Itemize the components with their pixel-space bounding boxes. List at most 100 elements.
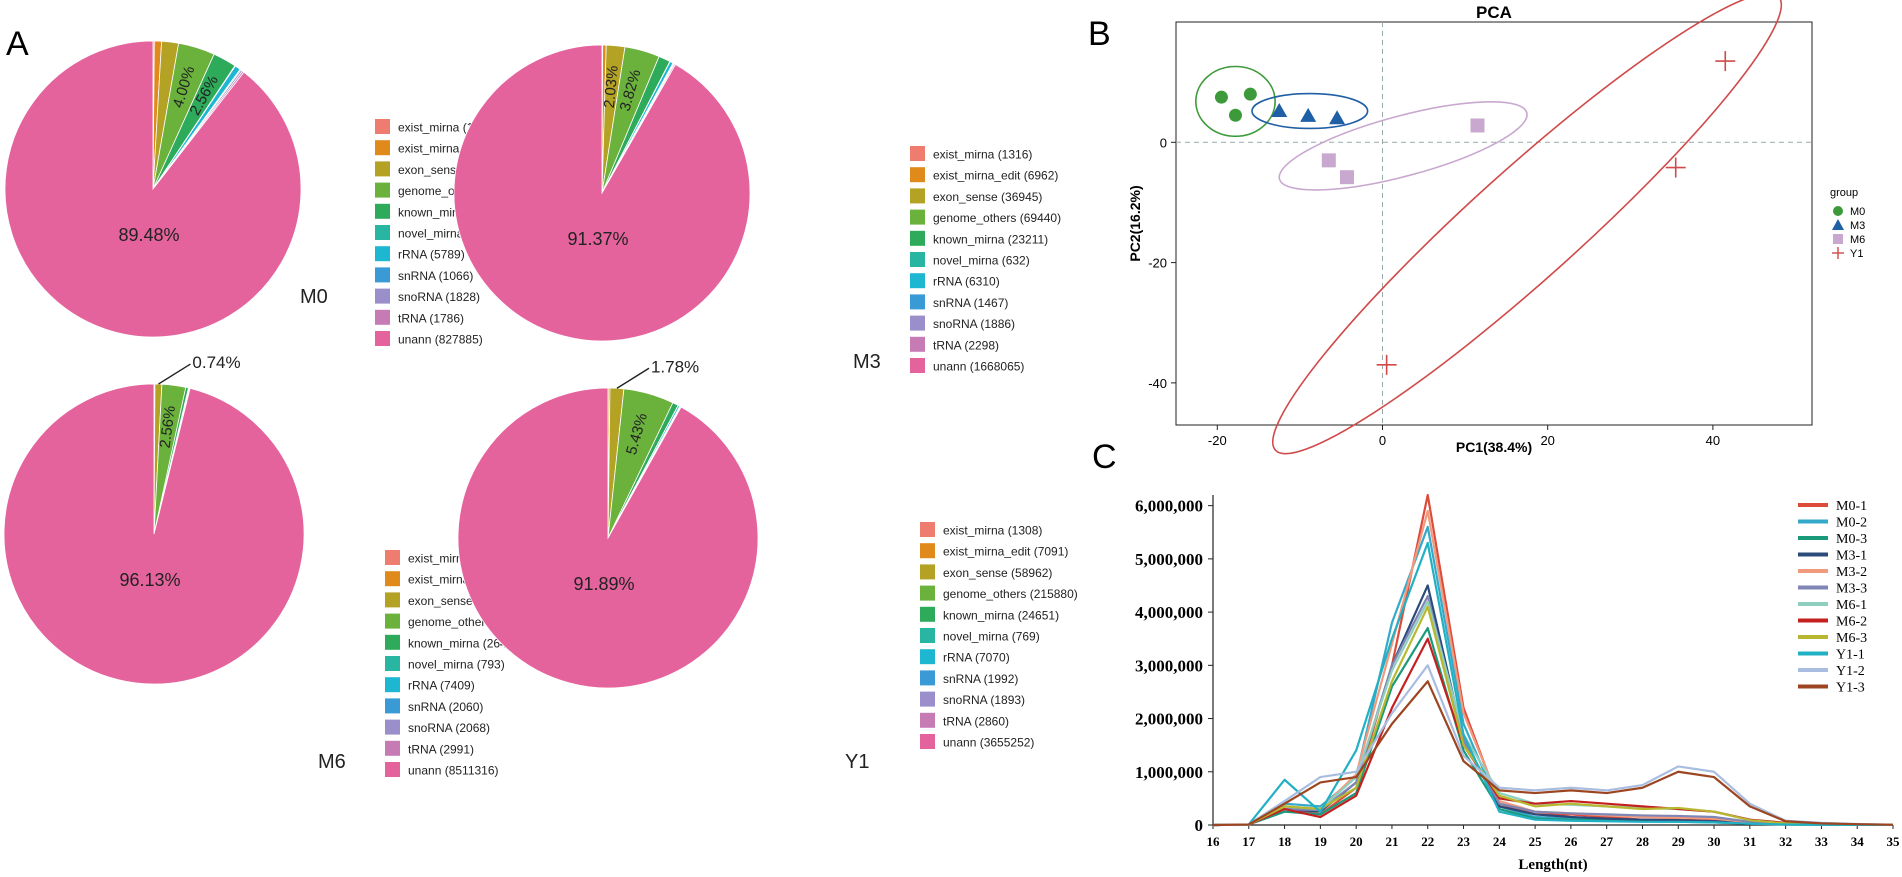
pie-slice-unann (457, 387, 759, 689)
line-legend-label-M6-3: M6-3 (1836, 631, 1867, 646)
legend-label-rRNA: rRNA (5789) (398, 248, 465, 262)
line-xtick-label: 33 (1815, 834, 1829, 849)
legend-label-known_mirna: known_mirna (23211) (933, 232, 1048, 246)
pie-percent-label: 96.13% (119, 570, 180, 590)
pie-percent-label: 0.74% (192, 353, 240, 372)
legend-label-snoRNA: snoRNA (1893) (943, 693, 1025, 707)
legend-label-snRNA: snRNA (1467) (933, 296, 1008, 310)
pca-xtick-label: 0 (1379, 433, 1386, 448)
pca-xtick-label: -20 (1208, 433, 1227, 448)
line-ytick-label: 6,000,000 (1135, 497, 1203, 516)
pca-point-M3 (1271, 103, 1288, 118)
legend-swatch-unann (385, 762, 400, 777)
pca-point-M3 (1300, 107, 1317, 122)
legend-label-exon_sense: exon_sense (36945) (933, 190, 1042, 204)
line-xlabel: Length(nt) (1518, 857, 1587, 873)
legend-swatch-tRNA (385, 740, 400, 756)
pca-title: PCA (1476, 3, 1512, 22)
legend-label-snRNA: snRNA (1066) (398, 269, 473, 283)
pca-point-M3 (1329, 110, 1346, 125)
legend-swatch-exon_sense (375, 161, 390, 177)
legend-swatch-novel_mirna (910, 252, 925, 267)
legend-swatch-snRNA (910, 294, 925, 310)
pie-sample-label: M0 (300, 286, 328, 308)
line-series-M6-3 (1212, 605, 1894, 827)
line-xtick-label: 31 (1743, 834, 1756, 849)
legend-swatch-exist_mirna (385, 550, 400, 565)
pca-xtick-label: 20 (1540, 433, 1554, 448)
pie-percent-label: 91.89% (573, 574, 634, 594)
legend-swatch-known_mirna (920, 606, 935, 622)
line-xtick-label: 34 (1851, 834, 1865, 849)
line-xtick-label: 35 (1887, 834, 1901, 849)
legend-swatch-rRNA (910, 273, 925, 289)
legend-swatch-snRNA (375, 267, 390, 283)
pie-percent-label: 2.03% (601, 65, 622, 109)
pca-ytick-label: 0 (1160, 135, 1167, 150)
legend-label-novel_mirna: novel_mirna (793) (408, 658, 505, 672)
pca-point-M6 (1470, 118, 1485, 133)
pie-slice-unann (3, 383, 305, 685)
line-xtick-label: 29 (1672, 834, 1686, 849)
pie-percent-label: 89.48% (118, 225, 179, 245)
line-ytick-label: 2,000,000 (1135, 710, 1203, 729)
pie-percent-label: 91.37% (567, 229, 628, 249)
pca-point-M6 (1339, 170, 1354, 185)
line-legend-label-M3-2: M3-2 (1836, 565, 1867, 580)
legend-label-exist_mirna: exist_mirna (1316) (933, 148, 1032, 162)
panel-label-a: A (6, 25, 29, 63)
line-series-M6-2 (1212, 637, 1894, 827)
line-legend-label-M3-1: M3-1 (1836, 549, 1867, 564)
legend-swatch-exist_mirna (375, 119, 390, 134)
line-legend-label-M0-1: M0-1 (1836, 499, 1867, 514)
panel-label-b: B (1088, 15, 1111, 53)
pca-ellipse-M6 (1278, 101, 1528, 191)
pca-ylabel: PC2(16.2%) (1127, 185, 1143, 261)
line-series-Y1-2 (1212, 664, 1894, 827)
line-series-Y1-3 (1212, 680, 1894, 827)
legend-label-exist_mirna_edit: exist_mirna_edit (7091) (943, 545, 1068, 559)
pie-panel-a: 89.48%4.00%2.56%exist_mirna (1340)exist_… (3, 40, 1078, 778)
line-legend-label-M6-1: M6-1 (1836, 598, 1867, 613)
legend-label-tRNA: tRNA (2298) (933, 338, 999, 352)
pie-percent-label: 2.56% (157, 405, 179, 449)
pca-ytick-label: -40 (1148, 376, 1167, 391)
legend-swatch-snoRNA (385, 719, 400, 735)
legend-swatch-novel_mirna (385, 656, 400, 671)
line-xtick-label: 17 (1242, 834, 1256, 849)
legend-swatch-snRNA (920, 670, 935, 686)
legend-swatch-genome_others (920, 585, 935, 601)
legend-label-unann: unann (827885) (398, 333, 483, 347)
legend-swatch-novel_mirna (920, 628, 935, 643)
legend-swatch-tRNA (910, 336, 925, 352)
legend-swatch-exon_sense (920, 564, 935, 580)
legend-swatch-exist_mirna_edit (910, 167, 925, 183)
line-ytick-label: 3,000,000 (1135, 656, 1203, 675)
pca-ytick-label: -20 (1148, 256, 1167, 271)
line-series-M3-2 (1212, 509, 1894, 827)
line-legend-label-M0-2: M0-2 (1836, 516, 1867, 531)
line-xtick-label: 28 (1636, 834, 1650, 849)
legend-label-exist_mirna_edit: exist_mirna_edit (6962) (933, 169, 1058, 183)
pie-chart-Y1: 91.89%5.43%1.78%exist_mirna (1308)exist_… (457, 357, 1078, 773)
line-legend-label-Y1-3: Y1-3 (1836, 681, 1865, 696)
legend-swatch-exist_mirna (920, 522, 935, 537)
pie-sample-label: M6 (318, 751, 346, 773)
legend-label-genome_others: genome_others (69440) (933, 211, 1061, 225)
legend-swatch-genome_others (375, 182, 390, 198)
legend-swatch-exist_mirna (910, 146, 925, 161)
legend-label-rRNA: rRNA (7070) (943, 651, 1010, 665)
legend-label-snRNA: snRNA (2060) (408, 700, 483, 714)
line-legend-label-M6-2: M6-2 (1836, 615, 1867, 630)
panel-label-c: C (1092, 438, 1117, 476)
legend-label-rRNA: rRNA (6310) (933, 275, 1000, 289)
legend-swatch-known_mirna (910, 230, 925, 246)
legend-swatch-exist_mirna_edit (375, 140, 390, 156)
pca-ellipse-Y1 (1271, 0, 1783, 455)
pca-xtick-label: 40 (1706, 433, 1720, 448)
pie-sample-label: Y1 (845, 751, 869, 773)
line-xtick-label: 22 (1421, 834, 1434, 849)
pie-chart-M3: 91.37%3.82%2.03%exist_mirna (1316)exist_… (453, 44, 1061, 374)
legend-swatch-exist_mirna_edit (385, 571, 400, 587)
legend-label-unann: unann (8511316) (408, 764, 499, 778)
